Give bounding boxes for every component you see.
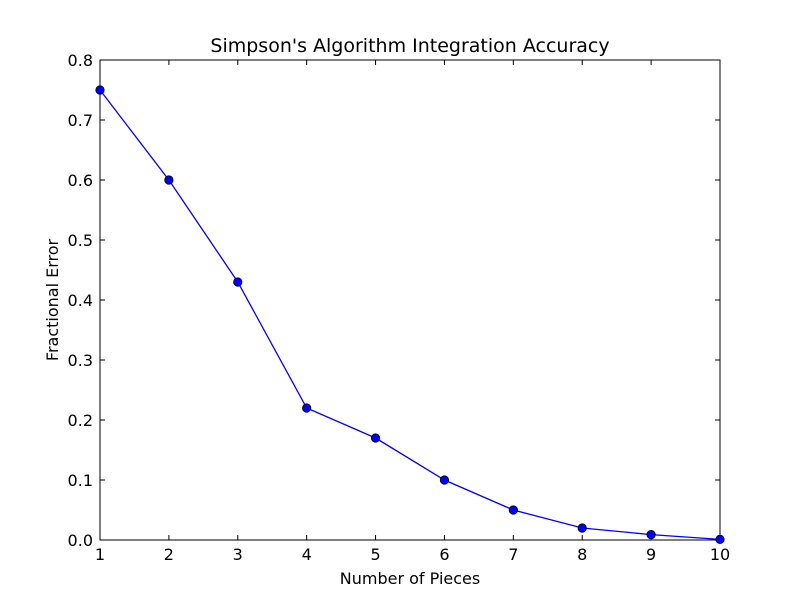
y-tick-label: 0.0 [68, 531, 93, 550]
plot-area: 1 2 3 4 5 6 7 8 9 10 0.0 0.1 0.2 0.3 0.4 0.5 0.6 0.7 0.8 [68, 51, 731, 564]
y-tick-label: 0.7 [68, 111, 93, 130]
x-tick-label: 1 [95, 545, 105, 564]
x-axis-label: Number of Pieces [340, 569, 480, 588]
y-tick-label: 0.5 [68, 231, 93, 250]
y-tick-label: 0.6 [68, 171, 93, 190]
data-point [577, 523, 587, 533]
y-tick-label: 0.8 [68, 51, 93, 70]
data-point [439, 475, 450, 485]
data-point [95, 85, 105, 95]
x-tick-label: 7 [508, 545, 518, 564]
y-tick-label: 0.4 [68, 291, 93, 310]
x-tick-label: 4 [302, 545, 312, 564]
data-point [646, 529, 656, 540]
x-tick-label: 9 [646, 545, 656, 564]
data-point [508, 505, 518, 515]
data-point [370, 433, 381, 443]
series-line [99, 89, 721, 541]
x-tick-label: 2 [164, 545, 174, 564]
chart-title: Simpson's Algorithm Integration Accuracy [210, 35, 609, 57]
data-point [715, 534, 725, 545]
data-point [233, 277, 243, 287]
y-tick-label: 0.2 [68, 411, 93, 430]
x-tick-label: 3 [233, 545, 243, 564]
data-point [164, 175, 174, 185]
x-tick-label: 10 [710, 545, 730, 564]
y-tick-label: 0.1 [68, 471, 93, 490]
data-point [302, 403, 312, 413]
x-tick-label: 6 [439, 545, 449, 564]
y-tick-label: 0.3 [68, 351, 93, 370]
x-tick-label: 5 [370, 545, 380, 564]
x-tick-label: 8 [577, 545, 587, 564]
y-axis-label: Fractional Error [43, 238, 62, 361]
